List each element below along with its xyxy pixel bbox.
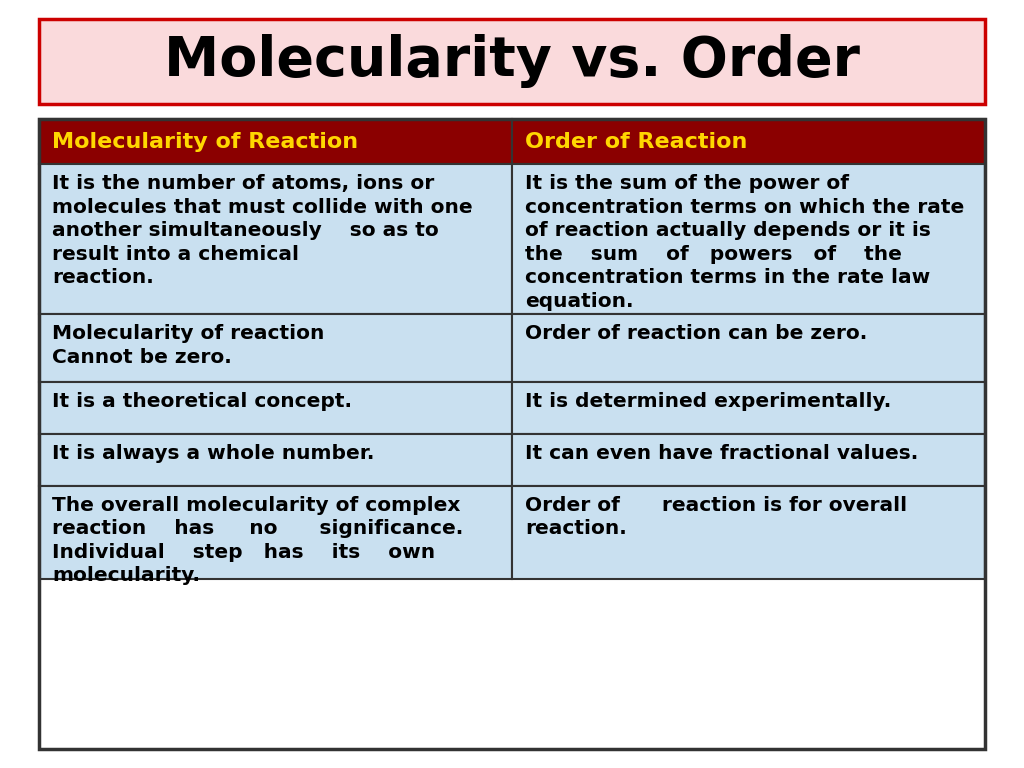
FancyBboxPatch shape	[512, 485, 985, 579]
Text: It is a theoretical concept.: It is a theoretical concept.	[52, 392, 352, 411]
Text: It is always a whole number.: It is always a whole number.	[52, 444, 375, 463]
Text: Molecularity vs. Order: Molecularity vs. Order	[164, 35, 860, 88]
FancyBboxPatch shape	[39, 314, 512, 382]
Text: Molecularity of reaction
Cannot be zero.: Molecularity of reaction Cannot be zero.	[52, 324, 325, 367]
Text: It can even have fractional values.: It can even have fractional values.	[525, 444, 919, 463]
FancyBboxPatch shape	[512, 314, 985, 382]
FancyBboxPatch shape	[39, 119, 512, 164]
FancyBboxPatch shape	[39, 19, 985, 104]
FancyBboxPatch shape	[39, 164, 512, 314]
FancyBboxPatch shape	[39, 382, 512, 434]
Text: Order of reaction can be zero.: Order of reaction can be zero.	[525, 324, 867, 343]
FancyBboxPatch shape	[512, 382, 985, 434]
Text: Order of      reaction is for overall
reaction.: Order of reaction is for overall reactio…	[525, 495, 907, 538]
FancyBboxPatch shape	[39, 485, 512, 579]
Text: It is the sum of the power of
concentration terms on which the rate
of reaction : It is the sum of the power of concentrat…	[525, 174, 965, 311]
FancyBboxPatch shape	[512, 119, 985, 164]
FancyBboxPatch shape	[39, 434, 512, 485]
Text: The overall molecularity of complex
reaction    has     no      significance.
In: The overall molecularity of complex reac…	[52, 495, 464, 585]
Text: Order of Reaction: Order of Reaction	[525, 131, 748, 152]
Text: Molecularity of Reaction: Molecularity of Reaction	[52, 131, 358, 152]
FancyBboxPatch shape	[512, 434, 985, 485]
Text: It is the number of atoms, ions or
molecules that must collide with one
another : It is the number of atoms, ions or molec…	[52, 174, 473, 287]
Text: It is determined experimentally.: It is determined experimentally.	[525, 392, 892, 411]
FancyBboxPatch shape	[512, 164, 985, 314]
